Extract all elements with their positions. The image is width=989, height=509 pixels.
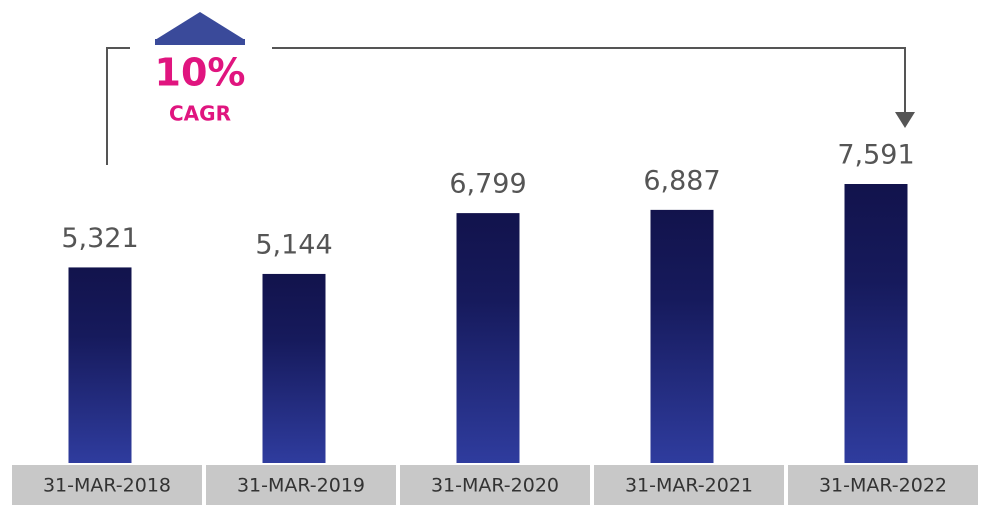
value-label: 5,321 — [61, 223, 138, 254]
bar — [456, 213, 520, 463]
value-label: 5,144 — [255, 229, 332, 260]
up-icon — [155, 12, 245, 40]
x-tick-label: 31-MAR-2019 — [237, 475, 365, 497]
category-box — [400, 465, 590, 505]
x-tick-label: 31-MAR-2021 — [625, 475, 753, 497]
cagr-label: CAGR — [169, 102, 231, 126]
arrow-head — [895, 112, 915, 128]
value-label: 6,887 — [643, 165, 720, 196]
cagr-arrow — [106, 47, 906, 165]
up-icon-base — [155, 39, 245, 45]
category-box — [594, 465, 784, 505]
bar — [68, 267, 132, 463]
value-label: 7,591 — [837, 140, 914, 171]
value-label: 6,799 — [449, 169, 526, 200]
x-tick-label: 31-MAR-2020 — [431, 475, 559, 497]
category-box — [12, 465, 202, 505]
category-box — [206, 465, 396, 505]
bar — [262, 273, 326, 463]
x-tick-label: 31-MAR-2018 — [43, 475, 171, 497]
bar — [650, 209, 714, 463]
cagr-value: 10% — [155, 51, 246, 95]
category-box — [788, 465, 978, 505]
bar — [844, 184, 908, 463]
x-tick-label: 31-MAR-2022 — [819, 475, 947, 497]
